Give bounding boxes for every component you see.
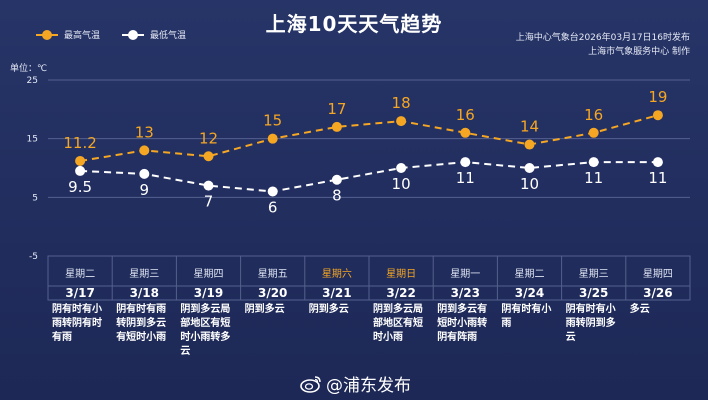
series-0-label-0: 11.2 — [63, 134, 96, 152]
date-label-4: 3/21 — [322, 286, 352, 300]
series-0-point-3 — [267, 133, 278, 144]
date-label-9: 3/26 — [643, 286, 673, 300]
weibo-icon — [300, 375, 321, 393]
legend-item-low: 最低气温 — [122, 28, 186, 41]
series-0-label-2: 12 — [199, 129, 218, 147]
weather-description-1: 阴有时有雨转阴到多云有短时小雨 — [116, 304, 167, 343]
weekday-label-2: 星期四 — [193, 269, 224, 280]
series-0-label-9: 19 — [648, 88, 667, 106]
series-0-label-5: 18 — [392, 94, 411, 112]
series-line-1 — [80, 161, 658, 193]
y-tick-label-3: -5 — [29, 252, 38, 262]
series-1-label-1: 9 — [140, 181, 150, 199]
watermark-text: @浦东发布 — [326, 376, 411, 396]
legend-marker-high — [36, 29, 58, 40]
series-0-point-5 — [396, 116, 407, 127]
legend-item-high: 最高气温 — [36, 28, 100, 41]
date-label-1: 3/18 — [129, 286, 159, 300]
weather-description-6: 阴到多云有短时小雨转阴有阵雨 — [437, 304, 488, 343]
series-1-label-3: 6 — [268, 198, 278, 216]
weekday-label-9: 星期四 — [642, 269, 673, 280]
series-0-label-6: 16 — [456, 106, 475, 124]
y-tick-label-2: 5 — [32, 193, 38, 203]
weather-description-9: 多云 — [629, 304, 650, 315]
series-1-point-8 — [588, 157, 599, 168]
series-1-point-9 — [652, 157, 663, 168]
weather-description-3: 阴到多云 — [244, 304, 285, 315]
y-tick-label-0: 25 — [27, 76, 38, 86]
series-1-label-9: 11 — [648, 169, 667, 187]
series-1-label-5: 10 — [392, 175, 411, 193]
series-1-label-2: 7 — [204, 193, 214, 211]
series-1-point-0 — [75, 165, 86, 176]
series-1-label-8: 11 — [584, 169, 603, 187]
series-0-point-4 — [331, 121, 342, 132]
series-0-point-0 — [75, 155, 86, 166]
series-1-point-4 — [331, 174, 342, 185]
date-label-0: 3/17 — [65, 286, 95, 300]
series-0-point-1 — [139, 145, 150, 156]
series-0-point-2 — [203, 151, 214, 162]
weather-description-8: 阴有时有小雨转阴到多云 — [565, 304, 616, 343]
legend-marker-low — [122, 29, 145, 40]
series-1-point-6 — [460, 157, 471, 168]
series-line-0 — [79, 114, 659, 162]
series-0-label-7: 14 — [520, 118, 539, 136]
series-0-point-7 — [524, 139, 535, 150]
weather-description-0: 阴有时有小雨转阴有时有雨 — [52, 304, 102, 343]
date-label-2: 3/19 — [193, 286, 224, 300]
series-1-label-6: 11 — [456, 169, 475, 187]
series-1-label-0: 9.5 — [68, 178, 92, 196]
legend-label-low: 最低气温 — [150, 31, 187, 41]
weekday-label-7: 星期二 — [514, 269, 545, 280]
date-label-7: 3/24 — [514, 286, 545, 300]
series-0-label-8: 16 — [584, 106, 603, 124]
series-1-point-3 — [267, 186, 278, 197]
y-tick-label-1: 15 — [27, 135, 38, 145]
series-1-point-2 — [203, 180, 214, 191]
date-label-5: 3/22 — [386, 286, 416, 300]
legend-label-high: 最高气温 — [64, 31, 101, 41]
date-label-8: 3/25 — [578, 286, 609, 300]
page-title: 上海10天天气趋势 — [265, 12, 443, 36]
series-0-point-6 — [460, 127, 471, 138]
watermark: @浦东发布 — [300, 371, 411, 396]
series-0-label-1: 13 — [135, 123, 154, 141]
series-0-point-8 — [588, 127, 599, 138]
weather-description-7: 阴有时有小雨 — [501, 304, 552, 329]
series-1-point-7 — [524, 163, 535, 173]
publisher-line-1: 上海中心气象台2026年03月17日16时发布 — [515, 33, 690, 43]
publisher-line-2: 上海市气象服务中心 制作 — [588, 47, 690, 57]
weekday-label-8: 星期三 — [578, 269, 609, 280]
series-1-label-4: 8 — [332, 187, 342, 205]
date-label-3: 3/20 — [257, 286, 288, 300]
date-label-6: 3/23 — [450, 286, 480, 300]
chart-legend: 最高气温 最低气温 — [36, 28, 186, 41]
unit-label: 单位：℃ — [10, 64, 48, 74]
series-0-point-9 — [652, 110, 663, 121]
weather-description-2: 阴到多云局部地区有短时小雨转多云 — [180, 304, 231, 357]
weather-description-5: 阴到多云局部地区有短时小雨 — [373, 304, 423, 343]
series-0-label-4: 17 — [327, 100, 346, 118]
series-1-point-1 — [139, 168, 150, 179]
weekday-label-3: 星期五 — [257, 269, 288, 280]
weekday-label-5: 星期日 — [386, 269, 417, 280]
weekday-label-4: 星期六 — [321, 269, 352, 280]
weather-description-4: 阴到多云 — [308, 304, 349, 315]
weekday-label-6: 星期一 — [450, 269, 481, 280]
series-1-point-5 — [396, 163, 407, 173]
weekday-label-1: 星期三 — [129, 269, 160, 280]
weekday-label-0: 星期二 — [65, 269, 96, 280]
series-1-label-7: 10 — [520, 175, 539, 193]
series-0-label-3: 15 — [263, 112, 282, 130]
